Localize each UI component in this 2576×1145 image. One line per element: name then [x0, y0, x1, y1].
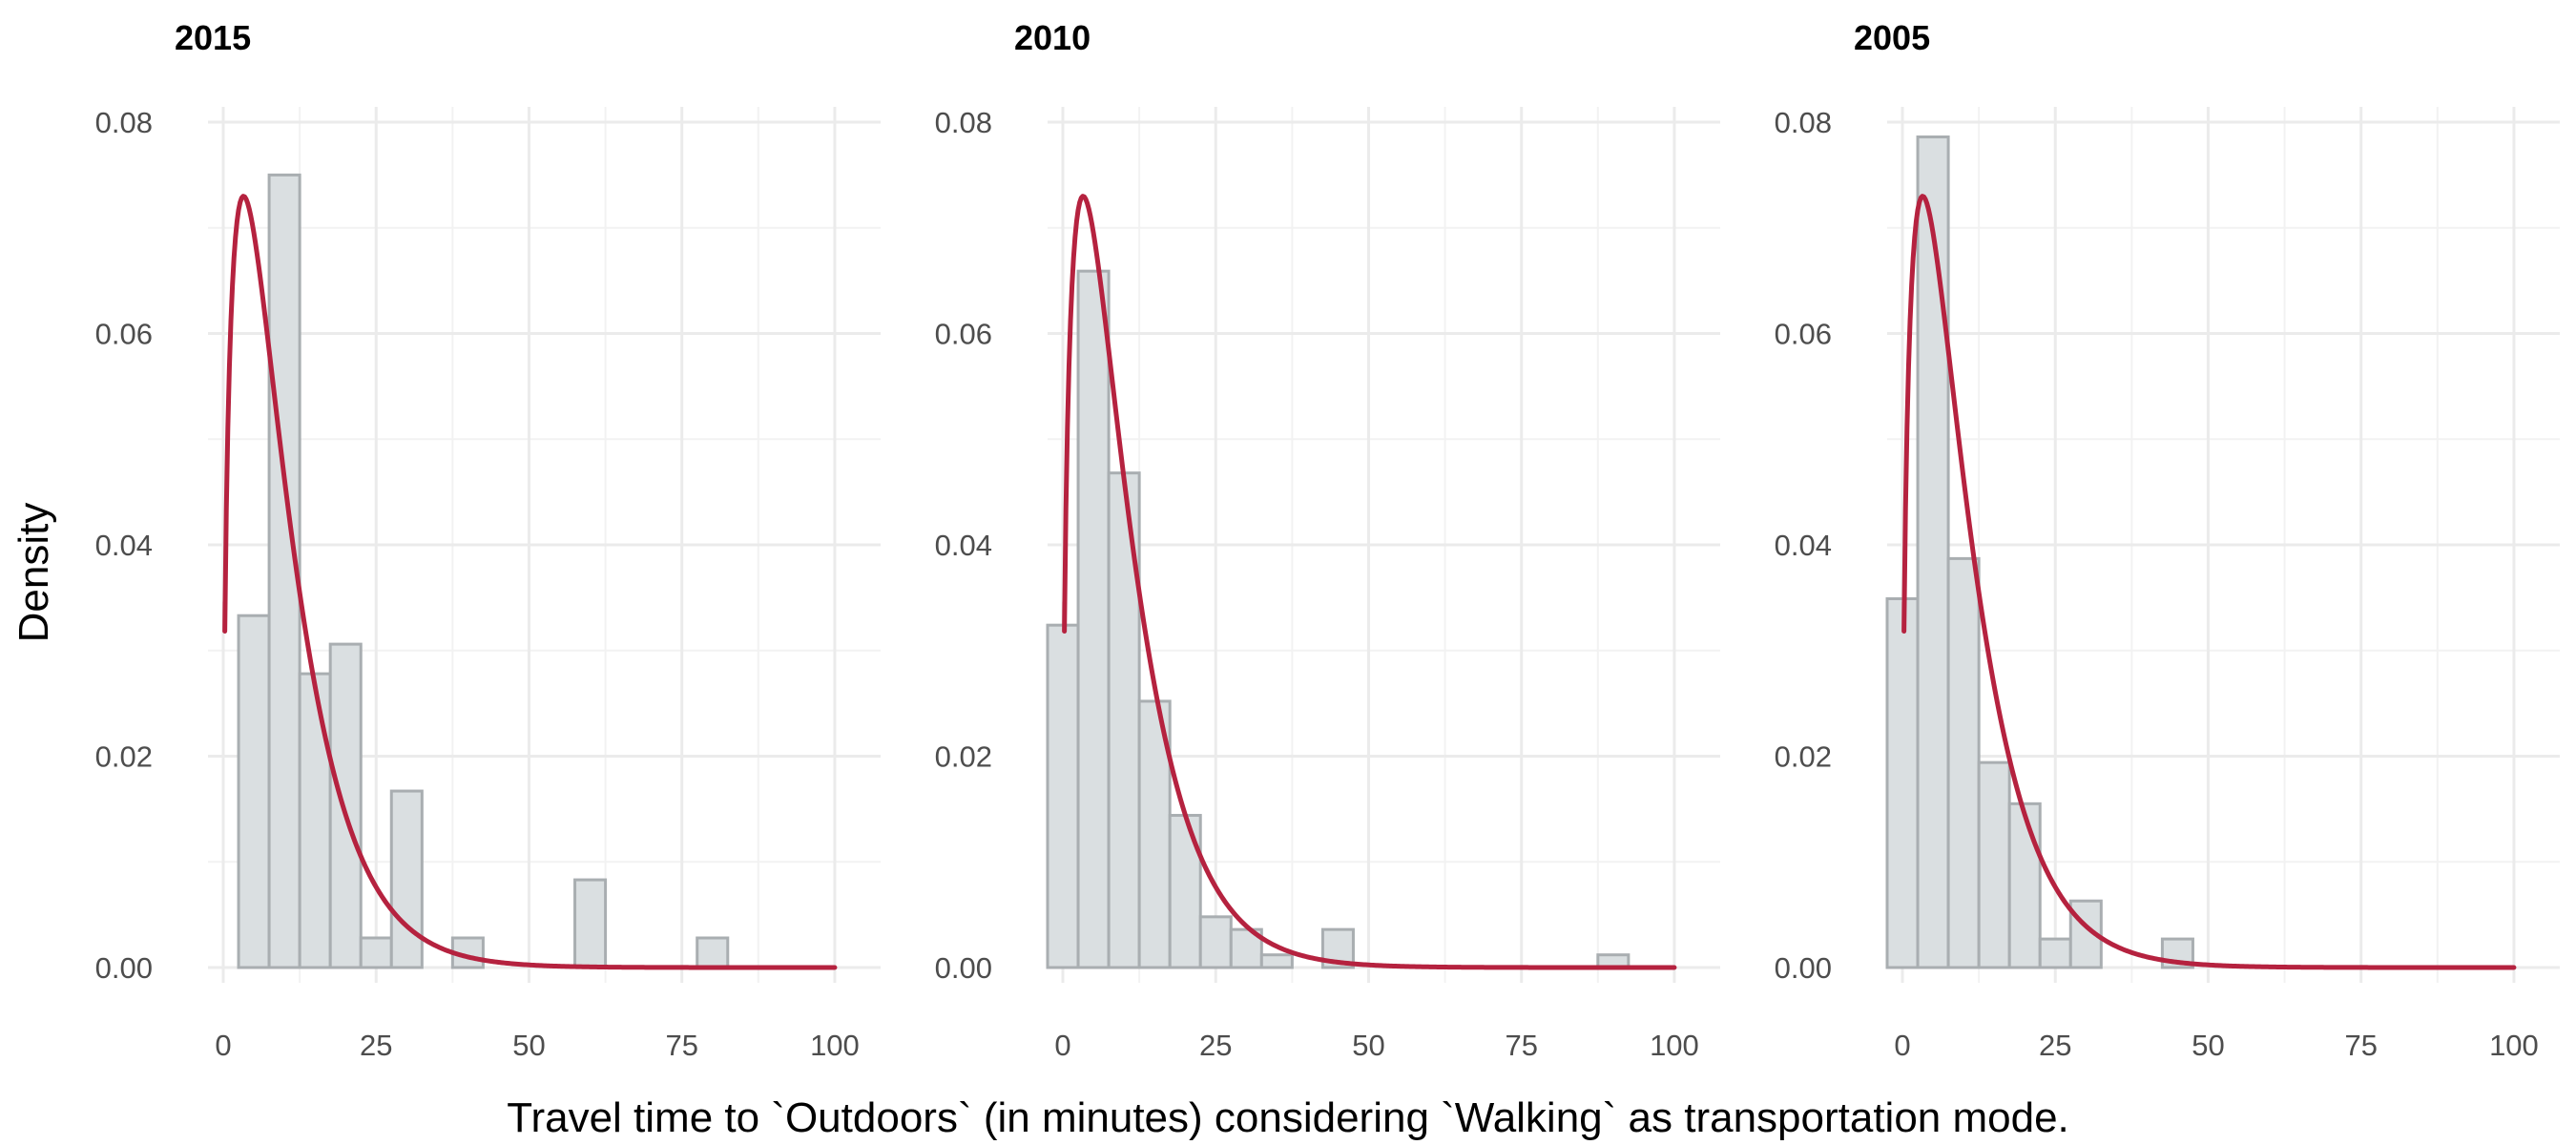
panel-title: 2005: [1854, 18, 1930, 57]
x-axis-title: Travel time to `Outdoors` (in minutes) c…: [507, 1094, 2069, 1141]
histogram-bar: [389, 789, 424, 969]
histogram-bar: [1946, 556, 1981, 969]
histogram-bar: [1916, 135, 1950, 969]
x-tick-label: 100: [2489, 1029, 2539, 1062]
y-tick-label: 0.04: [1775, 529, 1832, 562]
histogram-bar: [696, 936, 730, 969]
y-tick-label: 0.00: [1775, 951, 1832, 985]
y-tick-label: 0.06: [95, 318, 153, 351]
x-tick-label: 75: [665, 1029, 697, 1062]
panel-title: 2015: [175, 18, 251, 57]
y-tick-label: 0.02: [935, 740, 992, 774]
x-tick-label: 50: [512, 1029, 545, 1062]
histogram-bar: [298, 672, 332, 969]
density-curve: [222, 194, 838, 970]
histogram-bar: [328, 642, 363, 969]
y-tick-label: 0.00: [935, 951, 992, 985]
facet-panel: 2015 0.00 0.02 0.04 0.06 0.08 0 25 50 75 100: [95, 18, 881, 1062]
y-tick-label: 0.02: [95, 740, 153, 774]
x-tick-label: 25: [2039, 1029, 2071, 1062]
histogram-bar: [1259, 953, 1294, 969]
histogram-bar: [1198, 915, 1233, 969]
histogram-bar: [573, 878, 608, 969]
panel-title: 2010: [1014, 18, 1091, 57]
y-tick-label: 0.08: [95, 106, 153, 139]
x-tick-label: 50: [2192, 1029, 2224, 1062]
y-tick-label: 0.08: [935, 106, 992, 139]
histogram-bar: [359, 936, 393, 969]
x-tick-label: 25: [1199, 1029, 1232, 1062]
histogram-bar: [1168, 814, 1202, 969]
histogram-bar: [1076, 269, 1111, 969]
y-tick-label: 0.04: [935, 529, 992, 562]
y-tick-label: 0.06: [1775, 318, 1832, 351]
x-tick-label: 0: [215, 1029, 231, 1062]
histogram-bar: [1977, 760, 2011, 969]
facet-panel: 2005 0.00 0.02 0.04 0.06 0.08 0 25 50 75 100: [1775, 18, 2560, 1062]
y-tick-label: 0.00: [95, 951, 153, 985]
histogram-bar: [1046, 623, 1080, 969]
y-tick-label: 0.04: [95, 529, 153, 562]
x-tick-label: 0: [1894, 1029, 1910, 1062]
x-tick-label: 100: [1650, 1029, 1699, 1062]
density-curve: [1062, 194, 1677, 970]
histogram-bar: [2038, 937, 2072, 969]
y-tick-label: 0.02: [1775, 740, 1832, 774]
x-tick-label: 50: [1352, 1029, 1384, 1062]
histogram-bar: [237, 614, 271, 969]
facet-panels: 2015 0.00 0.02 0.04 0.06 0.08 0 25 50 75 100 2010 0.…: [95, 18, 2560, 1062]
x-tick-label: 100: [810, 1029, 860, 1062]
x-tick-label: 0: [1054, 1029, 1070, 1062]
y-tick-label: 0.08: [1775, 106, 1832, 139]
facet-panel: 2010 0.00 0.02 0.04 0.06 0.08 0 25 50 75 100: [935, 18, 1720, 1062]
x-tick-label: 75: [2344, 1029, 2377, 1062]
x-tick-label: 75: [1505, 1029, 1537, 1062]
y-axis-title: Density: [10, 503, 57, 643]
histogram-bar: [2007, 802, 2042, 969]
x-tick-label: 25: [360, 1029, 392, 1062]
y-tick-label: 0.06: [935, 318, 992, 351]
histogram-bar: [1885, 596, 1920, 969]
density-curve: [1901, 194, 2517, 970]
